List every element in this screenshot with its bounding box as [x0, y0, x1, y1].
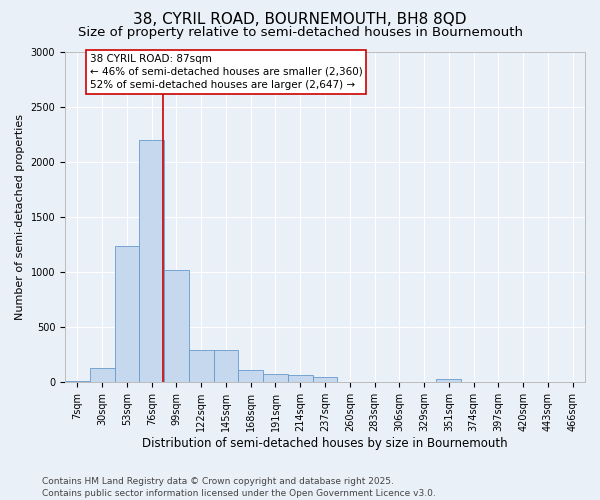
Bar: [189, 350, 214, 382]
Bar: [238, 370, 263, 382]
Bar: [90, 368, 115, 382]
Bar: [65, 381, 90, 382]
Bar: [288, 375, 313, 382]
Bar: [263, 374, 288, 382]
Text: Size of property relative to semi-detached houses in Bournemouth: Size of property relative to semi-detach…: [77, 26, 523, 39]
Bar: [214, 350, 238, 382]
Bar: [115, 246, 139, 382]
Text: 38 CYRIL ROAD: 87sqm
← 46% of semi-detached houses are smaller (2,360)
52% of se: 38 CYRIL ROAD: 87sqm ← 46% of semi-detac…: [90, 54, 362, 90]
Text: 38, CYRIL ROAD, BOURNEMOUTH, BH8 8QD: 38, CYRIL ROAD, BOURNEMOUTH, BH8 8QD: [133, 12, 467, 28]
Bar: [313, 377, 337, 382]
Y-axis label: Number of semi-detached properties: Number of semi-detached properties: [15, 114, 25, 320]
Text: Contains HM Land Registry data © Crown copyright and database right 2025.
Contai: Contains HM Land Registry data © Crown c…: [42, 476, 436, 498]
X-axis label: Distribution of semi-detached houses by size in Bournemouth: Distribution of semi-detached houses by …: [142, 437, 508, 450]
Bar: [139, 140, 164, 382]
Bar: [436, 380, 461, 382]
Bar: [164, 270, 189, 382]
